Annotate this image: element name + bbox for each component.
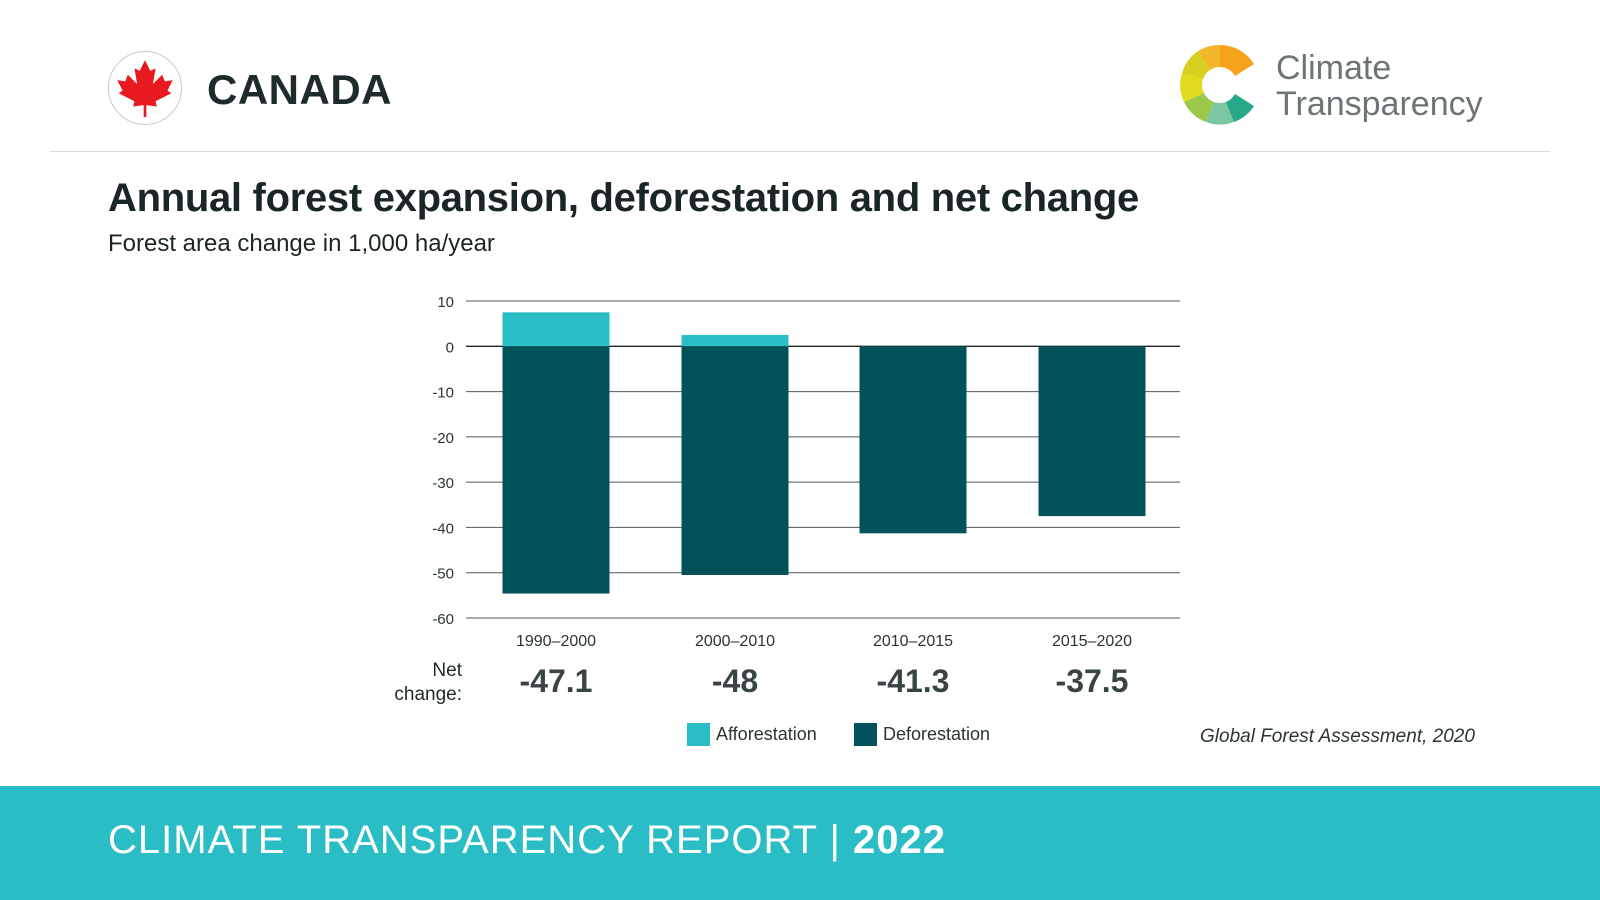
bar-afforestation-0 <box>502 312 610 347</box>
source-note: Global Forest Assessment, 2020 <box>1200 726 1475 747</box>
legend-label-afforestation: Afforestation <box>716 724 817 744</box>
footer-separator: | <box>829 818 841 862</box>
y-tick-label: -40 <box>432 520 454 537</box>
logo-wordmark: Climate Transparency <box>1276 50 1483 122</box>
net-change-values: -47.1 -48 -41.3 -37.5 <box>520 663 1129 699</box>
y-tick-label: -60 <box>432 611 454 628</box>
y-tick-labels: 10 0 -10 -20 -30 -40 -50 -60 <box>432 294 454 628</box>
footer-report-name: CLIMATE TRANSPARENCY REPORT <box>108 818 818 862</box>
logo-line-2: Transparency <box>1276 85 1483 123</box>
afforestation-swatch <box>687 723 710 746</box>
legend-item-afforestation: Afforestation <box>687 723 817 746</box>
y-tick-label: 0 <box>446 339 454 356</box>
y-tick-label: -30 <box>432 475 454 492</box>
footer-title: CLIMATE TRANSPARENCY REPORT | 2022 <box>108 818 946 863</box>
bar-afforestation-1 <box>681 334 789 347</box>
net-change-value: -48 <box>712 663 758 699</box>
bar-deforestation-1 <box>681 346 789 575</box>
bar-deforestation-3 <box>1038 346 1146 517</box>
x-tick-label: 2000–2010 <box>695 633 775 650</box>
net-change-value: -47.1 <box>520 663 593 699</box>
legend-label-deforestation: Deforestation <box>883 724 991 744</box>
country-name: CANADA <box>207 66 392 113</box>
chart-title: Annual forest expansion, deforestation a… <box>108 176 1139 220</box>
net-change-value: -37.5 <box>1056 663 1129 699</box>
y-tick-label: 10 <box>437 294 454 311</box>
canada-flag-icon <box>108 51 182 125</box>
x-tick-label: 2015–2020 <box>1052 633 1132 650</box>
net-change-label-line2: change: <box>394 684 462 705</box>
climate-transparency-logo-icon <box>1180 44 1254 125</box>
footer-year: 2022 <box>853 818 947 862</box>
y-tick-label: -10 <box>432 385 454 402</box>
net-change-label-line1: Net <box>432 660 462 681</box>
chart-subtitle: Forest area change in 1,000 ha/year <box>108 230 495 257</box>
x-tick-label: 1990–2000 <box>516 633 596 650</box>
y-tick-label: -20 <box>432 430 454 447</box>
deforestation-swatch <box>854 723 877 746</box>
legend-item-deforestation: Deforestation <box>854 723 990 746</box>
x-tick-label: 2010–2015 <box>873 633 953 650</box>
logo-line-1: Climate <box>1276 49 1392 87</box>
maple-leaf-icon <box>117 60 173 118</box>
bar-deforestation-0 <box>502 346 610 594</box>
footer-bar <box>0 786 1600 900</box>
x-tick-labels: 1990–2000 2000–2010 2010–2015 2015–2020 <box>516 633 1132 650</box>
net-change-value: -41.3 <box>877 663 950 699</box>
bars <box>502 312 1146 594</box>
y-tick-label: -50 <box>432 566 454 583</box>
bar-deforestation-2 <box>859 346 967 534</box>
header-divider <box>50 151 1550 152</box>
